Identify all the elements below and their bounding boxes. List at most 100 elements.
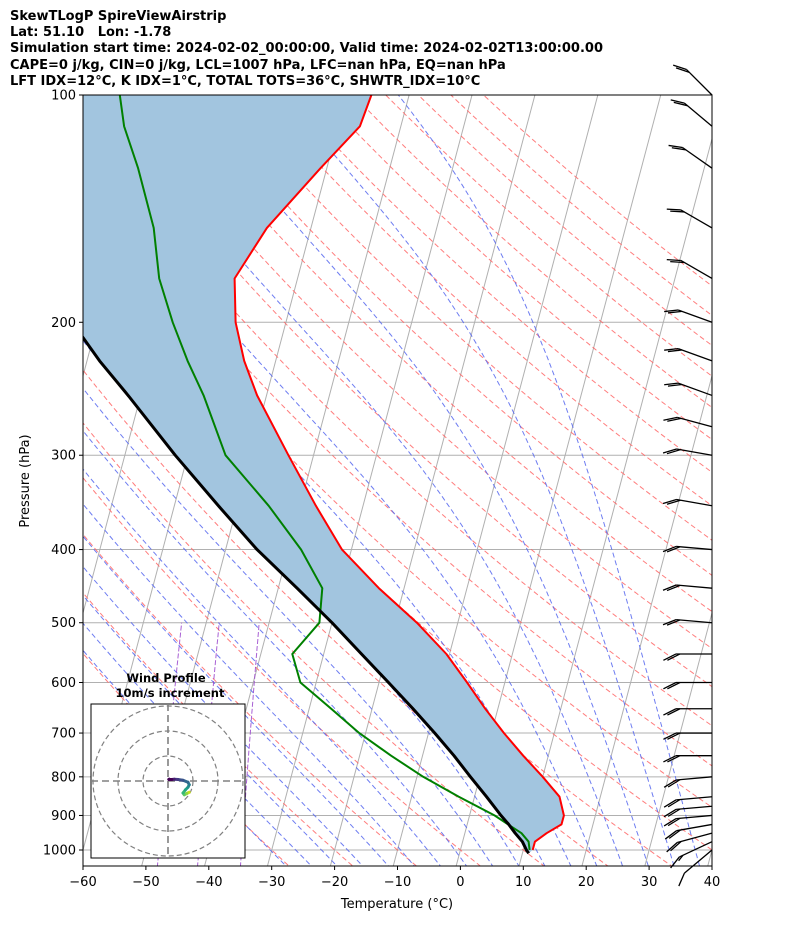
x-tick-label: 40 [704,875,721,890]
dewpoint-line [118,95,531,851]
y-tick-label: 700 [51,727,76,742]
axis-ticks: −60 −50 −40 −30 −20 −10 0 10 20 30 40 1000 900 800 700… [43,89,720,891]
wind-barb [662,618,713,626]
barb-flag [662,618,677,626]
barb-flag [668,829,681,839]
wind-barb [663,755,712,763]
moist-adiabat [83,535,390,866]
barb-flag [675,67,690,73]
wind-barb [663,653,712,661]
barb-flag [663,779,677,788]
x-tick-label: −20 [321,875,348,890]
dry-adiabat [222,95,712,541]
x-tick-label: −60 [69,875,96,890]
parcel-path-line [83,335,530,855]
wind-barb [663,416,713,428]
barb-flag [670,261,685,264]
barb-flag [662,448,677,454]
isotherm-gridline [707,848,712,866]
dry-adiabat [450,95,712,317]
y-tick-label: 1000 [43,844,76,859]
dry-adiabat [83,369,609,866]
barb-staff [676,584,713,589]
wind-barb [662,584,713,592]
x-tick-label: −50 [132,875,159,890]
wind-barb [663,776,713,788]
barb-flag [664,382,679,386]
barb-flag [663,818,677,827]
barb-staff [676,498,713,507]
wind-barb [663,708,712,716]
barb-staff [684,102,713,127]
barb-flag [670,99,685,104]
barb-half-flag [678,854,684,862]
wind-barb [663,805,713,818]
y-tick-label: 100 [51,89,76,104]
wind-barb [664,347,713,362]
barb-staff [676,805,713,811]
wind-barb [666,832,713,853]
barb-flag [666,208,681,211]
y-tick-label: 300 [51,449,76,464]
barb-staff [677,347,713,362]
isotherm-gridline [644,610,712,866]
chart-header: SkewTLogP SpireViewAirstrip Lat: 51.10 L… [10,9,603,90]
dry-adiabat [83,422,545,866]
barb-flag [667,779,681,788]
barb-flag [663,799,677,808]
dry-adiabat [83,476,482,866]
barb-flag [670,210,685,213]
moist-adiabat [83,503,415,866]
isotherm-gridline [581,373,712,866]
time-line: Simulation start time: 2024-02-02_00:00:… [10,41,603,57]
barb-flag [663,755,677,763]
barb-flag [667,798,681,808]
y-tick-label: 800 [51,770,76,785]
barb-flag [666,499,681,505]
barb-flag [666,584,681,592]
wind-barbs [662,64,713,887]
x-tick-label: −10 [384,875,411,890]
dry-adiabat [254,95,712,507]
isotherm-gridline [266,95,473,866]
wind-barb [663,681,712,690]
moist-adiabat [83,565,364,866]
barb-flag [663,732,677,740]
barb-flag [663,808,677,818]
x-tick-label: −40 [195,875,222,890]
barb-staff [676,776,713,781]
stability-line: CAPE=0 j/kg, CIN=0 j/kg, LCL=1007 hPa, L… [10,57,506,73]
barb-flag [667,732,681,740]
barb-flag [668,144,683,149]
barb-staff [677,309,713,323]
moist-adiabat [83,649,287,866]
barb-staff [677,382,713,397]
temperature-line [233,95,565,851]
wind-barb [662,498,713,507]
barb-staff [676,545,713,551]
moist-adiabat [83,430,468,866]
profile-lines [83,95,565,855]
y-tick-label: 200 [51,316,76,331]
isotherm-gridline [329,95,536,866]
x-tick-label: 20 [578,875,595,890]
barb-staff [677,832,713,844]
barb-flag [663,681,677,690]
wind-barb [663,796,713,808]
barb-staff [676,618,713,624]
barb-flag [667,349,683,353]
barb-flag [678,872,686,887]
y-tick-label: 400 [51,543,76,558]
barb-flag [670,840,682,852]
barb-flag [664,347,679,351]
y-tick-label: 900 [51,809,76,824]
x-tick-label: 10 [515,875,532,890]
wind-barb [670,99,713,127]
moist-adiabat [281,95,675,866]
y-tick-label: 500 [51,616,76,631]
hodograph-plot [91,704,245,858]
wind-barb [664,382,713,397]
wind-barb [678,849,713,887]
barb-flag [667,681,681,690]
barb-staff [676,448,713,456]
